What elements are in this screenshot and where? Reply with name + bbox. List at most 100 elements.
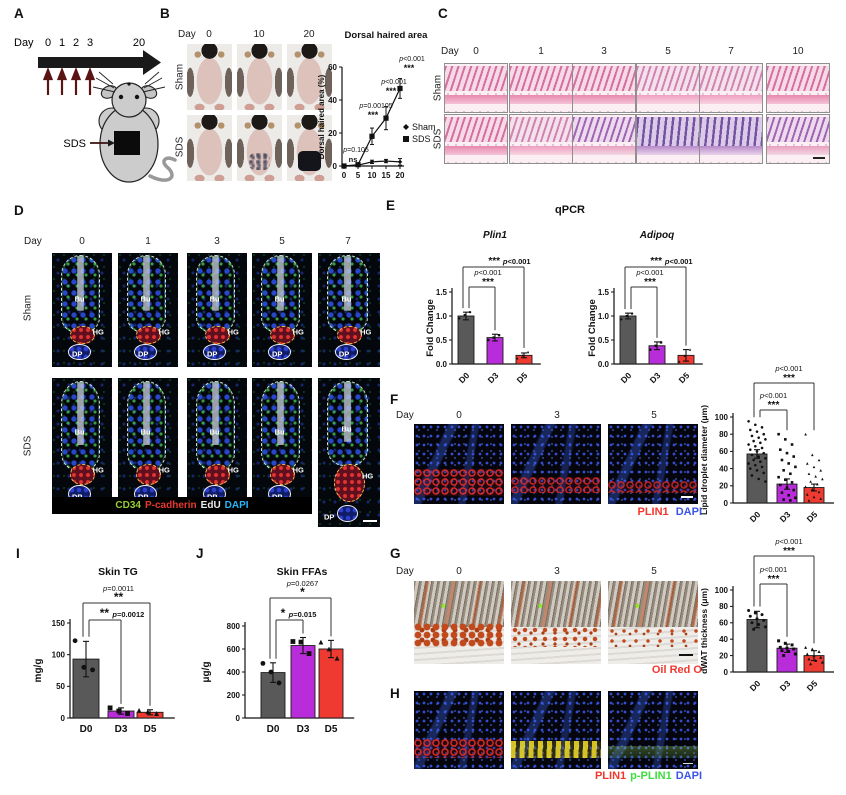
data-point bbox=[804, 645, 808, 649]
chart-tspan: *** bbox=[488, 256, 502, 267]
data-point bbox=[794, 465, 797, 469]
data-point bbox=[819, 655, 823, 659]
data-point bbox=[816, 482, 819, 486]
chart-tspan: =0.0012 bbox=[117, 610, 144, 619]
p-value-label: p=0.105 bbox=[342, 147, 369, 154]
data-point bbox=[757, 455, 760, 458]
data-point bbox=[383, 158, 389, 164]
data-point bbox=[326, 646, 332, 652]
data-point bbox=[759, 441, 762, 445]
data-point bbox=[463, 313, 466, 317]
sds-patch bbox=[114, 131, 140, 155]
y-tick-label: 0 bbox=[236, 714, 241, 723]
mouse-photo bbox=[237, 115, 282, 181]
data-point bbox=[784, 478, 787, 482]
histology-image bbox=[509, 114, 573, 164]
data-point bbox=[793, 652, 797, 656]
data-point bbox=[792, 488, 796, 492]
dermal-papilla-region bbox=[68, 344, 91, 360]
hair-germ-region bbox=[270, 463, 295, 485]
bulge-label: Bu bbox=[209, 427, 220, 437]
bulge-label: Bu bbox=[274, 294, 285, 304]
follicle-outline bbox=[127, 255, 167, 333]
data-point bbox=[755, 469, 759, 472]
p-value-label: p<0.001 bbox=[398, 56, 425, 63]
oil-red-o-image: * bbox=[608, 581, 698, 664]
b-col-0: 0 bbox=[206, 29, 212, 40]
p-value-label: p<0.001 bbox=[380, 79, 407, 86]
data-point bbox=[526, 350, 530, 354]
stain-legend-item: EdU bbox=[200, 500, 221, 511]
y-tick-label: 800 bbox=[227, 622, 241, 631]
data-point bbox=[762, 471, 766, 475]
y-tick-label: 1.0 bbox=[598, 312, 610, 321]
follicle-outline bbox=[61, 255, 101, 333]
x-tick-label: D5 bbox=[677, 370, 692, 385]
data-point bbox=[782, 469, 785, 472]
data-point bbox=[755, 450, 759, 453]
y-axis-title: μg/g bbox=[201, 661, 212, 682]
chart-tspan: =0.105 bbox=[347, 147, 369, 154]
p-value-label: *** p<0.001 bbox=[488, 256, 530, 267]
data-point bbox=[778, 645, 782, 649]
d-col-4: 7 bbox=[345, 236, 351, 247]
y-tick-label: 0 bbox=[724, 499, 729, 508]
c-col-4: 7 bbox=[728, 46, 734, 57]
data-point bbox=[747, 462, 750, 465]
data-point bbox=[812, 465, 816, 469]
oil-red-o-image: * bbox=[511, 581, 601, 664]
hair-germ-region bbox=[70, 325, 95, 344]
dose-day-1: 1 bbox=[59, 37, 65, 49]
data-point bbox=[819, 497, 823, 500]
lipid-chart: 0 20 40 60 80 100 Lipid droplet diameter (μm) D… bbox=[699, 366, 834, 524]
stain-legend-item: PLIN1 bbox=[637, 506, 672, 518]
x-tick-label: D5 bbox=[144, 724, 157, 735]
plin1-image-row bbox=[414, 424, 702, 505]
histology-image bbox=[636, 63, 700, 113]
x-tick-label: D3 bbox=[778, 678, 793, 693]
data-point bbox=[260, 660, 266, 666]
x-tick-label: D3 bbox=[297, 724, 310, 735]
dermal-papilla-region bbox=[203, 344, 226, 360]
data-point bbox=[355, 162, 361, 168]
chart-tspan: =0.015 bbox=[293, 610, 316, 619]
y-tick-label: 1.0 bbox=[436, 312, 448, 321]
data-point bbox=[516, 357, 519, 360]
data-point bbox=[757, 622, 761, 626]
data-point bbox=[790, 481, 794, 484]
data-point bbox=[678, 360, 681, 363]
scale-bar bbox=[681, 496, 693, 498]
chart-tspan: <0.001 bbox=[385, 79, 407, 86]
mouse-whiskers bbox=[92, 71, 166, 93]
data-point bbox=[397, 159, 403, 165]
mouse-photo bbox=[237, 44, 282, 110]
data-point bbox=[821, 477, 824, 481]
chart-tspan: *** bbox=[650, 256, 664, 267]
x-tick-label: D3 bbox=[115, 724, 128, 735]
y-tick-label: 0.5 bbox=[598, 336, 610, 345]
hair-germ-label: HG bbox=[227, 465, 239, 475]
data-point bbox=[814, 475, 817, 478]
c-col-5: 10 bbox=[792, 46, 804, 57]
data-point bbox=[762, 618, 766, 622]
b-row-sham: Sham bbox=[174, 63, 186, 91]
d-stain-legend: CD34 P-cadherin EdU DAPI bbox=[52, 497, 312, 514]
data-point bbox=[820, 660, 824, 664]
mouse-head bbox=[111, 82, 147, 118]
d-day-label: Day bbox=[24, 236, 42, 247]
data-point bbox=[787, 493, 790, 497]
histology-image bbox=[444, 114, 508, 164]
timeline-arrowhead bbox=[143, 50, 161, 75]
follicle-outline bbox=[196, 380, 236, 472]
chart-tspan: p bbox=[398, 56, 403, 63]
data-point bbox=[383, 115, 389, 121]
data-point bbox=[789, 499, 792, 502]
x-tick-label: D3 bbox=[648, 370, 663, 385]
day-axis-label: Day bbox=[14, 37, 34, 49]
g-stain-label: Oil Red O bbox=[560, 664, 702, 676]
